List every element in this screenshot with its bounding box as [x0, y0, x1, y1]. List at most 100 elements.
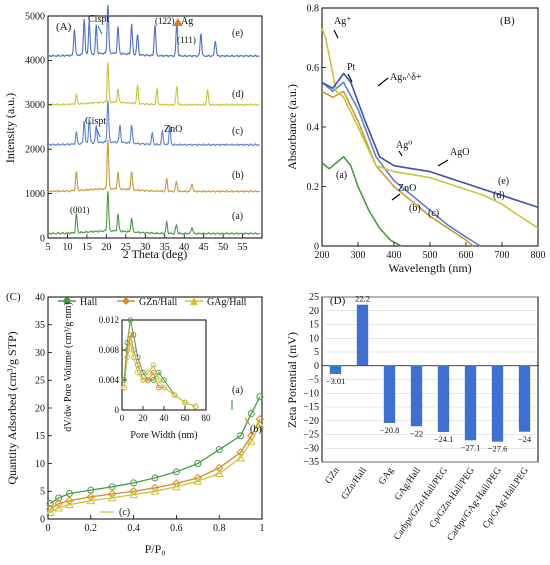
panel-c-x-ticks: 0 0.2 0.4 0.6 0.8 1: [46, 515, 265, 534]
legend-hall-marker: [63, 297, 71, 305]
panel-d-bar: [518, 365, 531, 432]
panel-c-point: [55, 494, 63, 502]
panel-a-annotation-111: (111): [177, 35, 196, 45]
panel-a-x-label: 2 Theta (deg): [123, 247, 187, 261]
panel-d-y-label: Zeta Potential (mV): [285, 332, 299, 428]
panel-c-point: [151, 474, 159, 482]
panel-b-y-ticks: 0 0.2 0.4 0.6 0.8: [307, 3, 326, 252]
panel-c-point: [107, 493, 117, 502]
panel-a-series-line: [47, 100, 261, 147]
panel-c-inset-y-ticks: 0 0.004 0.008 0.012: [99, 315, 126, 415]
panel-c-inset-point: [127, 317, 134, 323]
panel-d-value-label: −24: [518, 434, 532, 444]
panel-a-label-a: (a): [232, 211, 243, 222]
panel-a-series-line: [47, 62, 260, 107]
panel-c-inset-series-group: [121, 317, 199, 410]
panel-c-point: [86, 496, 96, 505]
panel-c-inset-point: [161, 377, 167, 383]
panel-b-y-tick-label: 0.6: [307, 63, 320, 74]
panel-c-point: [215, 446, 223, 454]
panel-b-arrow-ag-plus: [333, 29, 339, 39]
legend-gzn-hall-marker: [122, 297, 130, 305]
panel-d-y-tick-label: −25: [303, 430, 319, 441]
panel-d-category-label: GAg/Hall: [393, 466, 423, 503]
panel-c-inset-point: [124, 339, 130, 346]
panel-c-label-a: (a): [232, 385, 243, 396]
panel-c-bet-chart: 0 0.2 0.4 0.6 0.8 1 0 5 10 15 20 25 30 35 40 (C) P/P₀…: [5, 291, 265, 556]
panel-b-x-tick-label: 400: [387, 250, 402, 261]
panel-b-annotation-ag-plus: Ag⁺: [334, 16, 352, 27]
panel-c-inset-point: [145, 377, 151, 383]
panel-c-point: [237, 432, 245, 440]
panel-c-inset-x-tick-label: 0: [120, 413, 125, 423]
panel-d-category-label: GZn: [324, 466, 342, 486]
panel-d-tag: (D): [330, 295, 346, 307]
panel-d-bar: [356, 304, 369, 366]
legend-hall-label: Hall: [80, 297, 97, 308]
panel-d-y-tick-label: −30: [303, 443, 319, 454]
panel-d-category-label: GZn/Hall: [340, 466, 369, 502]
panel-d-grid: [322, 296, 538, 463]
panel-d-y-tick-label: −10: [303, 388, 319, 399]
panel-b-series-line: [321, 81, 481, 247]
panel-d-bar: [383, 365, 396, 423]
panel-a-label-b: (b): [232, 170, 244, 181]
panel-c-inset-point: [145, 369, 151, 376]
panel-c-point: [255, 420, 265, 429]
panel-c-x-tick-label: 0.8: [213, 523, 226, 534]
panel-c-inset-point: [192, 403, 199, 410]
panel-d-value-label: −3.01: [326, 376, 346, 386]
panel-c-point: [256, 393, 264, 401]
legend-gzn-hall-label: GZn/Hall: [139, 297, 178, 308]
panel-d-y-tick-label: −20: [303, 416, 319, 427]
panel-c-inset-x-tick-label: 40: [160, 413, 170, 423]
panel-a-y-tick-label: 5000: [25, 11, 45, 22]
panel-c-point: [65, 489, 73, 497]
panel-c-inset-point: [130, 354, 137, 361]
panel-c-y-tick-label: 15: [35, 431, 45, 442]
panel-a-x-tick-label: 20: [101, 242, 111, 253]
panel-c-inset-point: [171, 392, 178, 398]
panel-c-arrow-b: [244, 417, 251, 426]
panel-d-y-tick-label: 10: [309, 333, 319, 344]
panel-c-y-tick-label: 5: [40, 487, 45, 498]
panel-b-series-line: [321, 90, 474, 247]
panel-c-y-tick-label: 20: [35, 403, 45, 414]
panel-d-value-label: −20.8: [380, 425, 400, 435]
panel-c-inset-point: [182, 399, 188, 406]
panel-b-y-tick-label: 0.2: [307, 182, 320, 193]
panel-c-x-tick-label: 0.4: [127, 523, 140, 534]
panel-a-annotation-cispt-c: Cispt: [85, 116, 106, 127]
panel-c-inset-point: [127, 339, 134, 346]
panel-c-inset-point: [150, 362, 157, 368]
panel-a-frame: [47, 15, 263, 239]
panel-c-inset-point: [130, 332, 137, 338]
panel-c-inset-y-label: dV/dw Pore Volume (cm³/g·nm): [63, 302, 74, 432]
panel-c-frame: [47, 296, 263, 520]
panel-b-annotation-pt: Pt: [347, 62, 356, 73]
panel-b-series-line: [321, 156, 402, 247]
panel-d-y-tick-label: −5: [308, 375, 319, 386]
panel-a-annotation-cispt-e: Cispt: [88, 14, 109, 25]
panel-b-arrow-agn: [377, 77, 389, 87]
panel-d-value-label: 22.2: [355, 294, 370, 304]
panel-a-y-tick-label: 4000: [25, 56, 45, 67]
panel-a-series-line: [47, 191, 261, 236]
panel-d-value-label: −22: [410, 428, 423, 438]
panel-c-inset-pore-chart: 0 20 40 60 80 0 0.004 0.008 0.012 Pore Width (n…: [63, 302, 211, 441]
panel-c-point: [236, 453, 245, 462]
panel-c-point: [45, 504, 55, 514]
panel-b-series-group: [321, 28, 539, 247]
panel-c-inset-point: [127, 332, 134, 338]
panel-b-x-label: Wavelength (nm): [388, 261, 471, 275]
panel-a-x-tick-label: 15: [82, 242, 92, 253]
panel-c-y-tick-label: 10: [35, 459, 45, 470]
panel-d-y-tick-label: 15: [309, 320, 319, 331]
panel-c-x-label: P/P₀: [145, 542, 166, 556]
panel-b-arrow-zno: [391, 193, 401, 201]
panel-c-point: [65, 500, 74, 509]
panel-c-point: [130, 479, 138, 487]
panel-a-tag: (A): [56, 21, 72, 33]
panel-a-label-c: (c): [232, 126, 243, 137]
